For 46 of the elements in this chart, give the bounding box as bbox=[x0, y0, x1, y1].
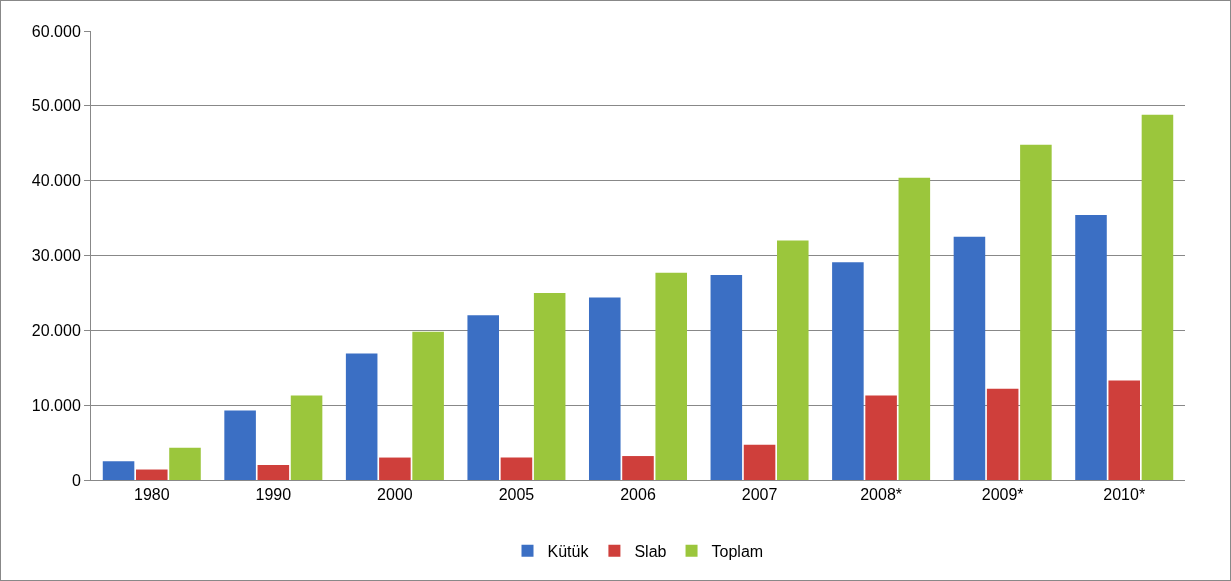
y-tick-label: 20.000 bbox=[31, 321, 81, 339]
bar bbox=[290, 395, 323, 480]
bar bbox=[986, 388, 1019, 480]
x-tick-label: 2007 bbox=[741, 486, 778, 504]
bar bbox=[777, 240, 809, 480]
bar bbox=[169, 447, 201, 480]
x-tick-label: 2009* bbox=[981, 486, 1024, 504]
bar bbox=[345, 353, 378, 480]
legend-label: Toplam bbox=[711, 543, 764, 561]
bar bbox=[500, 457, 533, 480]
bar bbox=[102, 461, 135, 480]
bar bbox=[588, 297, 621, 480]
bar bbox=[1141, 114, 1174, 480]
bar bbox=[224, 410, 256, 480]
y-tick-label: 60.000 bbox=[31, 22, 81, 40]
bar bbox=[1108, 380, 1140, 480]
bar bbox=[743, 444, 776, 480]
bar bbox=[1020, 144, 1052, 480]
bar bbox=[467, 315, 499, 480]
bar bbox=[379, 457, 411, 480]
bar bbox=[136, 469, 168, 480]
y-tick-label: 40.000 bbox=[31, 172, 81, 190]
bar bbox=[865, 395, 897, 480]
bar bbox=[655, 272, 688, 480]
bar bbox=[533, 292, 566, 480]
x-tick-label: 2000 bbox=[377, 486, 413, 504]
bar bbox=[832, 262, 864, 480]
x-tick-label: 1990 bbox=[255, 486, 292, 504]
legend-label: Slab bbox=[634, 543, 667, 561]
bar bbox=[412, 331, 444, 480]
x-tick-label: 2010* bbox=[1103, 486, 1146, 504]
y-tick-label: 0 bbox=[71, 471, 81, 489]
x-tick-label: 2008* bbox=[860, 486, 903, 504]
x-tick-label: 2005 bbox=[498, 486, 535, 504]
legend-label: Kütük bbox=[547, 543, 590, 561]
y-tick-label: 10.000 bbox=[31, 396, 81, 414]
bar bbox=[953, 236, 986, 480]
y-tick-label: 50.000 bbox=[31, 97, 81, 115]
x-tick-label: 1980 bbox=[133, 486, 170, 504]
y-tick-label: 30.000 bbox=[31, 247, 81, 265]
bar bbox=[257, 465, 290, 480]
bar bbox=[622, 456, 654, 480]
bar bbox=[710, 274, 743, 480]
bar bbox=[898, 177, 931, 480]
x-tick-label: 2006 bbox=[620, 486, 656, 504]
bar bbox=[1075, 215, 1107, 480]
